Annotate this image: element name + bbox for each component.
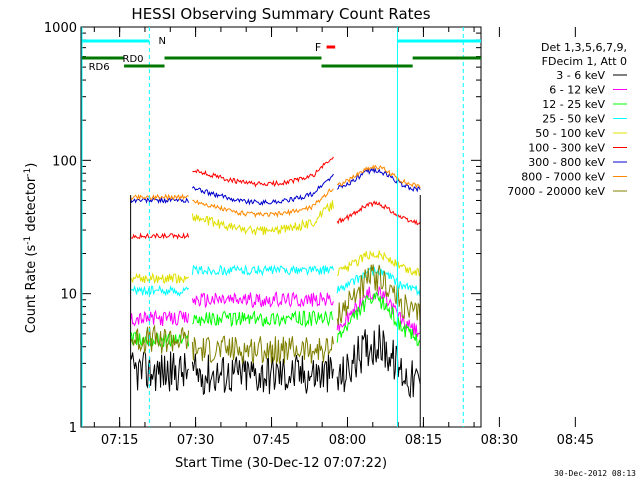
legend-label: 100 - 300 keV bbox=[528, 142, 605, 155]
y-axis-label-mid: detector bbox=[24, 176, 39, 236]
series-line bbox=[336, 324, 421, 399]
series-line bbox=[130, 324, 190, 354]
y-axis-label-end: ) bbox=[24, 163, 39, 168]
series-line bbox=[191, 291, 334, 309]
legend-label: 12 - 25 keV bbox=[542, 98, 605, 111]
series-line bbox=[192, 156, 334, 188]
legend-label: 7000 - 20000 keV bbox=[507, 185, 605, 198]
y-tick-label: 100 bbox=[52, 154, 77, 169]
series-line bbox=[336, 200, 421, 226]
y-tick-label: 1 bbox=[69, 421, 77, 436]
legend-label: 300 - 800 keV bbox=[528, 156, 605, 169]
series-line bbox=[191, 200, 334, 236]
series-line bbox=[191, 353, 334, 396]
x-tick-label: 08:30 bbox=[481, 433, 518, 448]
series-line bbox=[192, 187, 334, 219]
series-line bbox=[336, 250, 421, 277]
legend-label: 6 - 12 keV bbox=[549, 84, 605, 97]
x-tick-label: 07:15 bbox=[101, 433, 138, 448]
legend-label: 800 - 7000 keV bbox=[521, 171, 605, 184]
y-axis: 1 10 100 1000 bbox=[44, 21, 481, 436]
rd0-label: RD0 bbox=[123, 54, 144, 65]
series-line bbox=[191, 173, 334, 207]
annotations: N RD0 RD6 F bbox=[81, 27, 481, 427]
series-line bbox=[130, 309, 190, 327]
x-tick-label: 07:30 bbox=[177, 433, 214, 448]
series-line bbox=[191, 264, 334, 277]
legend-header: Det 1,3,5,6,7,9, bbox=[541, 41, 627, 54]
flare-label: F bbox=[315, 41, 321, 54]
x-axis: 07:15 07:30 07:45 08:00 08:15 08:30 08:45 bbox=[93, 27, 594, 448]
footer-timestamp: 30-Dec-2012 08:13 bbox=[554, 469, 636, 478]
y-axis-label-sup2: -1 bbox=[23, 168, 33, 177]
series-line bbox=[130, 193, 189, 202]
x-tick-label: 07:45 bbox=[253, 433, 290, 448]
legend-label: 25 - 50 keV bbox=[542, 113, 605, 126]
series-line bbox=[130, 272, 189, 285]
y-tick-label: 10 bbox=[60, 288, 77, 303]
series-line bbox=[336, 167, 421, 193]
y-axis-label-main: Count Rate (s bbox=[24, 245, 39, 334]
series-line bbox=[191, 335, 334, 364]
night-label: N bbox=[158, 36, 165, 47]
series-line bbox=[192, 310, 334, 328]
series-line bbox=[336, 264, 421, 326]
y-tick-label: 1000 bbox=[44, 21, 77, 36]
rd6-label: RD6 bbox=[89, 62, 110, 73]
legend-label: 3 - 6 keV bbox=[556, 69, 605, 82]
y-axis-label: Count Rate (s-1 detector-1) bbox=[23, 163, 39, 334]
x-tick-label: 08:15 bbox=[405, 433, 442, 448]
series-line bbox=[130, 232, 190, 240]
legend-label: 50 - 100 keV bbox=[535, 127, 605, 140]
x-axis-label: Start Time (30-Dec-12 07:07:22) bbox=[175, 456, 387, 471]
chart-title: HESSI Observing Summary Count Rates bbox=[131, 5, 430, 23]
plot-frame bbox=[80, 26, 482, 428]
legend: Det 1,3,5,6,7,9,FDecim 1, Att 03 - 6 keV… bbox=[507, 41, 627, 198]
legend-header: FDecim 1, Att 0 bbox=[542, 55, 627, 68]
series-line bbox=[130, 349, 189, 392]
x-tick-label: 08:45 bbox=[557, 433, 594, 448]
series-line bbox=[336, 291, 421, 346]
x-tick-label: 08:00 bbox=[329, 433, 366, 448]
series-line bbox=[130, 284, 189, 297]
series-line bbox=[337, 164, 421, 189]
y-axis-label-sup1: -1 bbox=[23, 236, 33, 245]
data-marks bbox=[130, 156, 421, 427]
